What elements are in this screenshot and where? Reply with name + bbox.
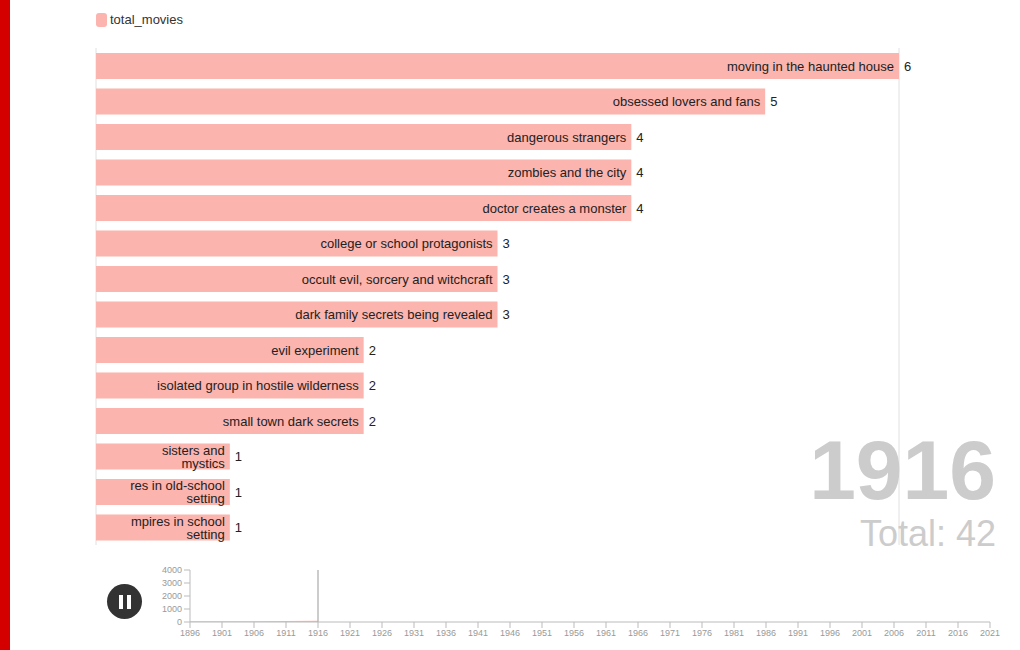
svg-text:2016: 2016	[948, 628, 968, 638]
svg-text:1: 1	[235, 449, 242, 464]
svg-text:4: 4	[636, 165, 643, 180]
svg-text:1986: 1986	[756, 628, 776, 638]
svg-text:obsessed lovers and fans: obsessed lovers and fans	[613, 94, 761, 109]
svg-text:college or school protagonists: college or school protagonists	[321, 236, 493, 251]
html-text:total_movies: total_movies	[110, 12, 183, 27]
svg-text:1941: 1941	[468, 628, 488, 638]
svg-text:1971: 1971	[660, 628, 680, 638]
svg-text:res in old-schoolsetting: res in old-schoolsetting	[130, 478, 225, 506]
svg-text:2: 2	[369, 343, 376, 358]
svg-text:2006: 2006	[884, 628, 904, 638]
html-text:1916: 1916	[809, 423, 996, 517]
svg-text:4: 4	[636, 130, 643, 145]
svg-text:1901: 1901	[212, 628, 232, 638]
svg-text:1996: 1996	[820, 628, 840, 638]
svg-text:1911: 1911	[276, 628, 295, 638]
svg-text:sisters andmystics: sisters andmystics	[162, 443, 225, 471]
svg-text:2: 2	[369, 378, 376, 393]
svg-text:doctor creates a monster: doctor creates a monster	[483, 201, 627, 216]
svg-text:isolated group in hostile wild: isolated group in hostile wilderness	[157, 378, 359, 393]
svg-text:3000: 3000	[162, 578, 182, 588]
svg-text:1956: 1956	[564, 628, 584, 638]
svg-text:1906: 1906	[244, 628, 264, 638]
html-text:Total: 42: Total: 42	[859, 513, 996, 554]
svg-text:5: 5	[770, 94, 777, 109]
svg-text:1926: 1926	[372, 628, 392, 638]
svg-text:dark family secrets being reve: dark family secrets being revealed	[295, 307, 492, 322]
svg-text:1896: 1896	[180, 628, 200, 638]
svg-text:2011: 2011	[916, 628, 935, 638]
svg-text:1991: 1991	[788, 628, 808, 638]
svg-text:1946: 1946	[500, 628, 520, 638]
svg-text:3: 3	[503, 307, 510, 322]
svg-text:2021: 2021	[980, 628, 1000, 638]
svg-text:1966: 1966	[628, 628, 648, 638]
svg-text:1931: 1931	[404, 628, 424, 638]
svg-text:1: 1	[235, 520, 242, 535]
svg-text:1936: 1936	[436, 628, 456, 638]
svg-text:4000: 4000	[162, 565, 182, 575]
svg-text:dangerous strangers: dangerous strangers	[507, 130, 627, 145]
svg-text:moving in the haunted house: moving in the haunted house	[727, 59, 894, 74]
svg-text:occult evil, sorcery and witch: occult evil, sorcery and witchcraft	[302, 272, 493, 287]
svg-text:1951: 1951	[532, 628, 552, 638]
svg-text:2000: 2000	[162, 591, 182, 601]
svg-text:1916: 1916	[308, 628, 328, 638]
svg-text:1000: 1000	[162, 604, 182, 614]
svg-text:1981: 1981	[724, 628, 744, 638]
svg-text:small town dark secrets: small town dark secrets	[223, 414, 359, 429]
svg-text:2: 2	[369, 414, 376, 429]
svg-text:1961: 1961	[596, 628, 616, 638]
svg-text:3: 3	[503, 236, 510, 251]
svg-text:1: 1	[235, 485, 242, 500]
svg-text:1921: 1921	[340, 628, 360, 638]
svg-text:4: 4	[636, 201, 643, 216]
svg-text:0: 0	[177, 617, 182, 627]
svg-text:1976: 1976	[692, 628, 712, 638]
svg-text:evil experiment: evil experiment	[271, 343, 359, 358]
svg-text:zombies and the city: zombies and the city	[508, 165, 627, 180]
svg-text:mpires in schoolsetting: mpires in schoolsetting	[131, 514, 225, 542]
svg-text:3: 3	[503, 272, 510, 287]
svg-text:2001: 2001	[852, 628, 872, 638]
svg-text:6: 6	[904, 59, 911, 74]
